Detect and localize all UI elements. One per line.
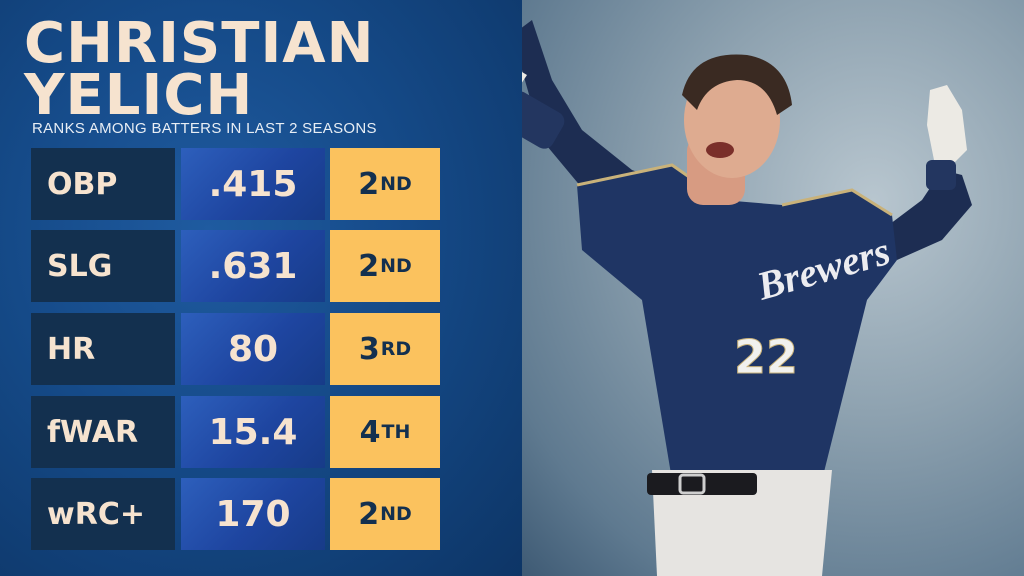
player-first-name: CHRISTIAN <box>24 11 375 76</box>
stat-label: HR <box>31 313 175 385</box>
rank-number: 4 <box>359 414 381 450</box>
stat-value: .415 <box>181 148 325 220</box>
rank-suffix: ND <box>380 173 412 195</box>
stat-rank: 3 RD <box>330 313 440 385</box>
rank-suffix: TH <box>381 421 411 443</box>
rank-number: 2 <box>358 496 380 532</box>
stat-value: .631 <box>181 230 325 302</box>
rank-suffix: ND <box>380 503 412 525</box>
stat-value: 15.4 <box>181 396 325 468</box>
stat-label: fWAR <box>31 396 175 468</box>
player-last-name: YELICH <box>24 63 254 128</box>
stat-rank: 2 ND <box>330 478 440 550</box>
rank-suffix: ND <box>380 255 412 277</box>
jersey-number: 22 <box>734 330 798 384</box>
player-photo: Brewers 22 <box>522 0 1024 576</box>
stat-value: 170 <box>181 478 325 550</box>
rank-number: 3 <box>358 331 380 367</box>
rank-number: 2 <box>358 166 380 202</box>
stat-rank: 4 TH <box>330 396 440 468</box>
stat-rank: 2 ND <box>330 148 440 220</box>
stat-value: 80 <box>181 313 325 385</box>
stat-label: wRC+ <box>31 478 175 550</box>
rank-number: 2 <box>358 248 380 284</box>
stat-label: OBP <box>31 148 175 220</box>
subtitle: RANKS AMONG BATTERS IN LAST 2 SEASONS <box>32 120 377 137</box>
stat-label: SLG <box>31 230 175 302</box>
rank-suffix: RD <box>380 338 412 360</box>
stat-rank: 2 ND <box>330 230 440 302</box>
